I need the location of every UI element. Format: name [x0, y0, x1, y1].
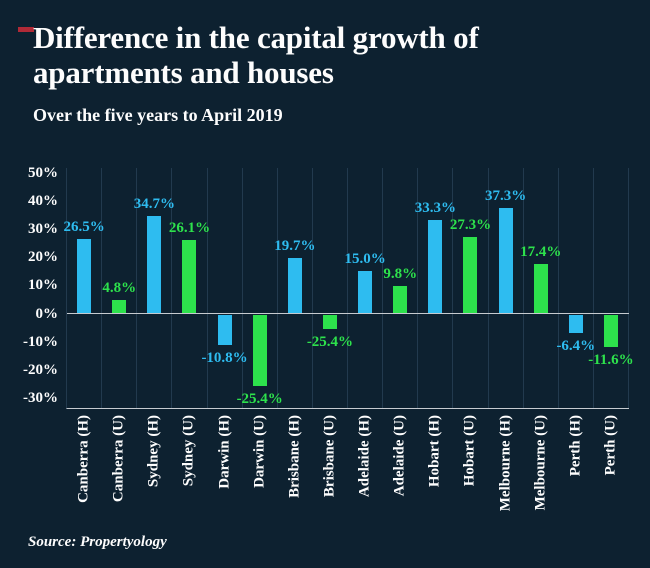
units-bar-brisbane — [322, 314, 337, 329]
chart-column: -10.8% Darwin (H) — [201, 168, 248, 489]
chart-subtitle: Over the five years to April 2019 — [33, 105, 283, 125]
units-bar-sydney — [182, 239, 197, 314]
x-axis-category-label: Adelaide (U) — [391, 415, 408, 497]
chart-column: 37.3% Melbourne (H) — [485, 168, 526, 511]
x-axis-category-label: Darwin (U) — [251, 415, 268, 488]
units-bar-darwin — [252, 314, 267, 387]
houses-bar-hobart — [428, 219, 443, 314]
bar-value-label: -10.8% — [201, 349, 248, 366]
houses-bar-perth — [568, 314, 583, 333]
bar-value-label: 19.7% — [274, 237, 316, 254]
chart-column: 33.3% Hobart (H) — [414, 168, 456, 487]
bar-value-label: -11.6% — [588, 352, 634, 369]
y-axis-tick-label: -10% — [23, 333, 58, 350]
bar-value-label: 34.7% — [133, 195, 175, 212]
chart-column: -25.4% Brisbane (U) — [307, 168, 353, 497]
x-axis-category-label: Sydney (U) — [180, 415, 197, 487]
x-axis-category-label: Hobart (H) — [426, 415, 443, 488]
bar-value-label: 17.4% — [520, 244, 562, 261]
units-bar-hobart — [463, 236, 478, 314]
chart-title-line2: apartments and houses — [33, 55, 334, 90]
houses-bar-canberra — [77, 238, 92, 314]
bar-value-label: 37.3% — [484, 188, 527, 205]
zero-baseline — [67, 313, 629, 314]
y-axis-tick-label: 40% — [28, 192, 58, 209]
bar-value-label: 4.8% — [102, 279, 137, 296]
chart-column: 26.1% Sydney (U) — [168, 168, 211, 486]
x-axis-category-label: Brisbane (H) — [286, 415, 303, 498]
bar-value-label: 15.0% — [344, 251, 386, 268]
chart-column: 26.5% Canberra (H) — [63, 168, 105, 503]
y-axis-tick-label: 30% — [28, 220, 58, 237]
units-bar-melbourne — [533, 264, 548, 314]
bar-value-label: 27.3% — [449, 216, 492, 233]
houses-bar-melbourne — [498, 208, 513, 314]
y-axis-tick-label: 0% — [35, 305, 59, 322]
chart-column: 34.7% Sydney (H) — [133, 168, 175, 487]
bar-value-label: -25.4% — [236, 391, 283, 408]
x-axis-category-label: Melbourne (U) — [532, 415, 549, 511]
chart-column: -11.6% Perth (U) — [588, 168, 634, 475]
chart-column: 9.8% Adelaide (U) — [383, 168, 419, 496]
x-axis-category-label: Darwin (H) — [216, 415, 233, 489]
red-dash-accent — [18, 27, 34, 32]
x-axis-category-label: Perth (U) — [602, 415, 619, 476]
x-axis-category-label: Adelaide (H) — [356, 415, 373, 498]
bar-value-label: 26.1% — [168, 219, 211, 236]
units-bar-perth — [603, 314, 618, 348]
x-axis-category-label: Canberra (H) — [75, 415, 92, 503]
chart-column: 27.3% Hobart (U) — [449, 168, 492, 486]
houses-bar-sydney — [147, 215, 162, 314]
chart-column: -25.4% Darwin (U) — [237, 168, 283, 488]
bar-value-label: -6.4% — [556, 337, 596, 354]
y-axis-tick-label: -20% — [23, 361, 58, 378]
y-axis-tick-label: 10% — [28, 277, 58, 294]
bar-value-label: -25.4% — [306, 333, 354, 350]
chart-column: 19.7% Brisbane (H) — [274, 168, 315, 498]
x-axis-category-label: Perth (H) — [567, 415, 584, 477]
bar-value-label: 33.3% — [414, 199, 456, 216]
houses-bar-brisbane — [287, 257, 302, 314]
x-axis-category-label: Melbourne (H) — [497, 415, 514, 512]
houses-bar-darwin — [217, 314, 232, 345]
chart-title: Difference in the capital growth of apar… — [33, 20, 633, 90]
units-bar-adelaide — [393, 285, 408, 314]
x-axis-category-label: Hobart (U) — [461, 415, 478, 487]
x-axis-category-label: Sydney (H) — [145, 415, 162, 488]
houses-bar-adelaide — [358, 271, 373, 314]
x-axis-category-label: Canberra (U) — [110, 415, 127, 503]
chart-column: 4.8% Canberra (U) — [102, 168, 138, 502]
y-axis-tick-label: 20% — [28, 249, 58, 266]
chart-column: 17.4% Melbourne (U) — [520, 168, 561, 510]
x-axis-category-label: Brisbane (U) — [321, 415, 338, 498]
bar-value-label: 26.5% — [63, 218, 105, 235]
y-axis: 50% 40% 30% 20% 10% 0% -10% -20% -30% — [0, 0, 60, 568]
y-axis-tick-label: -30% — [23, 390, 58, 407]
chart-column: -6.4% Perth (H) — [556, 168, 596, 476]
y-axis-tick-label: 50% — [28, 164, 58, 181]
units-bar-canberra — [112, 299, 127, 314]
chart-column: 15.0% Adelaide (H) — [344, 168, 386, 497]
bar-chart-plot-area: 26.5% Canberra (H) 4.8% Canberra (U) 34.7% Sy… — [63, 168, 634, 511]
chart-title-line1: Difference in the capital growth of — [33, 20, 479, 55]
source-attribution: Source: Propertyology — [28, 534, 167, 550]
bar-value-label: 9.8% — [383, 265, 418, 282]
